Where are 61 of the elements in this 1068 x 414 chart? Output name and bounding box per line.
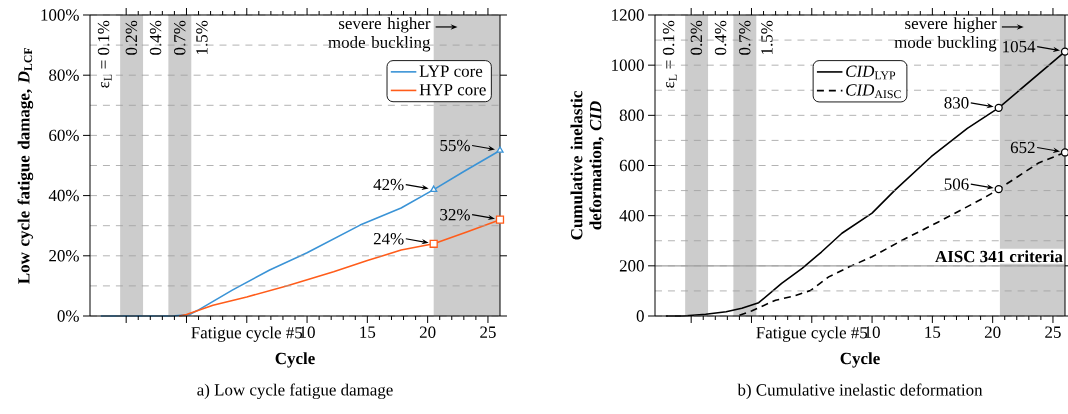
y-tick-label: 400	[619, 209, 644, 222]
annotation: 0.2%	[690, 20, 703, 55]
x-tick-label: Fatigue cycle #5	[191, 326, 303, 342]
legend-label: HYP core	[419, 84, 486, 96]
y-tick-label: 0%	[57, 310, 79, 322]
y-tick-label: 60%	[49, 129, 79, 142]
y-axis-title: Low cycle fatigue damage, D$_{LCF}$	[17, 47, 34, 284]
y-tick-label: 600	[619, 159, 644, 172]
band-label: severe higher mode buckling	[328, 17, 431, 52]
annotation: 0.2%	[125, 20, 138, 55]
legend-label: CID$_{LYP}$	[846, 65, 896, 80]
data-label: 55%	[440, 139, 470, 152]
x-tick-label: 15	[925, 326, 941, 338]
point	[495, 215, 505, 224]
ref-line-label: AISC 341 criteria	[935, 250, 1063, 263]
x-tick-label: 10	[865, 326, 880, 338]
point	[1060, 148, 1068, 157]
point	[429, 239, 438, 248]
data-label: 1054	[1003, 40, 1036, 53]
data-label: 652	[1010, 141, 1035, 154]
data-label: 24%	[373, 233, 404, 245]
annotation: ε$_{L}$ = 0.1%	[662, 20, 677, 88]
data-label: 830	[944, 97, 969, 109]
point	[994, 103, 1003, 112]
annotation: 0.7%	[739, 20, 751, 55]
x-tick-label: 15	[360, 326, 376, 338]
text: a) Low cycle fatigue damage	[197, 383, 393, 400]
x-tick-label: Fatigue cycle #5	[756, 326, 868, 342]
y-tick-label: 20%	[49, 250, 79, 262]
data-label: 506	[944, 178, 969, 190]
point	[496, 146, 504, 153]
x-tick-label: 25	[480, 326, 496, 338]
x-axis-title: Cycle	[840, 352, 880, 368]
annotation: ε$_{L}$ = 0.1%	[97, 20, 112, 88]
text: b) Cumulative inelastic deformation	[737, 383, 983, 400]
point	[1060, 47, 1068, 56]
y-tick-label: 0	[636, 310, 644, 322]
x-axis-title: Cycle	[275, 352, 315, 368]
point	[430, 185, 438, 192]
annotation: 0.7%	[174, 20, 186, 55]
y-tick-label: 200	[619, 260, 644, 272]
annotation: 0.4%	[149, 20, 162, 55]
point	[994, 184, 1003, 194]
legend-label: LYP core	[419, 65, 483, 77]
x-tick-label: 20	[984, 326, 1001, 338]
data-label: 42%	[373, 178, 404, 191]
y-tick-label: 80%	[49, 69, 79, 81]
x-tick-label: 10	[300, 326, 315, 338]
y-tick-label: 1200	[612, 9, 644, 21]
y-tick-label: 40%	[48, 189, 79, 202]
y-tick-label: 1000	[612, 59, 644, 71]
legend-label: CID$_{AISC}$	[846, 84, 901, 99]
band-label: severe higher mode buckling	[894, 17, 997, 52]
annotation: 0.4%	[714, 20, 727, 55]
x-tick-label: 20	[419, 326, 436, 338]
y-tick-label: 100%	[41, 9, 79, 21]
annotation: 1.5%	[761, 20, 773, 54]
data-label: 32%	[440, 208, 470, 221]
x-tick-label: 25	[1045, 326, 1061, 338]
annotation: 1.5%	[196, 20, 208, 54]
y-tick-label: 800	[619, 109, 644, 122]
